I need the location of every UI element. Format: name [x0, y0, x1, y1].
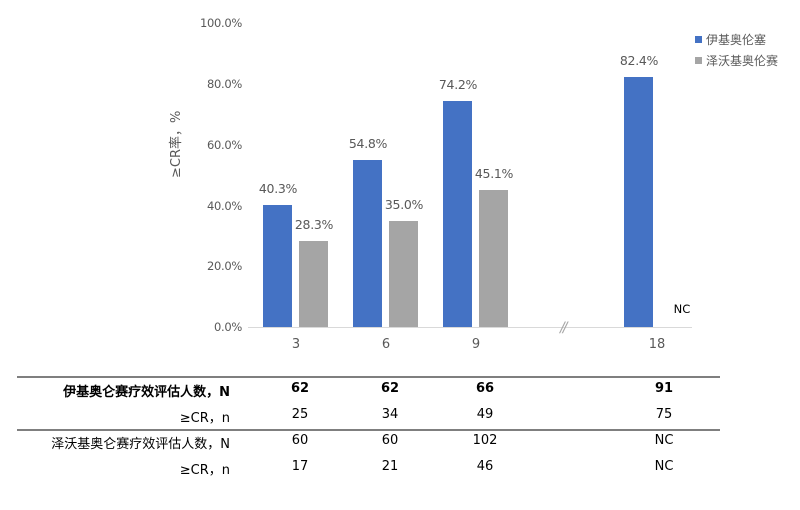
- table-top-rule: [17, 376, 720, 378]
- y-tick: 60.0%: [206, 138, 242, 152]
- cell: 102: [472, 433, 498, 448]
- y-tick: 40.0%: [206, 199, 242, 213]
- axis-break-mark: //: [560, 320, 568, 336]
- cell: 25: [291, 407, 309, 422]
- y-tick: 20.0%: [206, 259, 242, 273]
- nc-label: NC: [673, 302, 691, 316]
- legend-item-series2: 泽沃基奥伦赛: [695, 52, 778, 69]
- x-tick: 18: [648, 337, 666, 352]
- table-row: ≥CR，n 17 21 46 NC: [0, 459, 800, 481]
- cell: 60: [291, 433, 309, 448]
- cell: 34: [381, 407, 399, 422]
- data-label: 74.2%: [438, 77, 478, 92]
- row-label: ≥CR，n: [179, 411, 230, 426]
- table-row: ≥CR，n 25 34 49 75: [0, 407, 800, 429]
- bar-series1-18: [624, 77, 653, 327]
- cell: 60: [381, 433, 399, 448]
- table-mid-rule: [17, 429, 720, 431]
- row-label: ≥CR，n: [179, 463, 230, 478]
- x-axis-line: [248, 327, 692, 328]
- data-label: 40.3%: [258, 181, 298, 196]
- bar-series2-3: [299, 241, 328, 327]
- y-tick: 100.0%: [199, 16, 242, 30]
- data-label: 54.8%: [348, 136, 388, 151]
- bar-series1-3: [263, 205, 292, 327]
- cell: 75: [655, 407, 673, 422]
- row-label: 伊基奥仑赛疗效评估人数，N: [63, 385, 230, 400]
- y-tick: 80.0%: [206, 77, 242, 91]
- cell: 62: [290, 381, 310, 396]
- data-label: 45.1%: [474, 166, 514, 181]
- row-label: 泽沃基奥仑赛疗效评估人数，N: [51, 437, 230, 452]
- data-label: 28.3%: [294, 217, 334, 232]
- cell: 49: [476, 407, 494, 422]
- x-tick: 6: [381, 337, 391, 352]
- cell: 21: [381, 459, 399, 474]
- cell: 46: [476, 459, 494, 474]
- bar-series1-9: [443, 101, 472, 327]
- cell: 62: [380, 381, 400, 396]
- table-row: 泽沃基奥仑赛疗效评估人数，N 60 60 102 NC: [0, 433, 800, 455]
- cell: NC: [654, 433, 674, 448]
- cell: 17: [291, 459, 309, 474]
- data-label: 82.4%: [619, 53, 659, 68]
- legend-label: 泽沃基奥伦赛: [706, 54, 779, 68]
- y-axis: 100.0% 80.0% 60.0% 40.0% 20.0% 0.0%: [180, 0, 242, 340]
- cell: NC: [654, 459, 674, 474]
- legend-swatch: [695, 57, 702, 64]
- table-row: 伊基奥仑赛疗效评估人数，N 62 62 66 91: [0, 381, 800, 403]
- y-tick: 0.0%: [213, 320, 242, 334]
- cell: 91: [654, 381, 674, 396]
- bar-series2-9: [479, 190, 508, 327]
- legend-item-series1: 伊基奥伦塞: [695, 31, 766, 48]
- x-tick: 3: [291, 337, 301, 352]
- x-tick: 9: [471, 337, 481, 352]
- bar-series1-6: [353, 160, 382, 327]
- data-label: 35.0%: [384, 197, 424, 212]
- legend-swatch: [695, 36, 702, 43]
- legend-label: 伊基奥伦塞: [706, 33, 767, 47]
- cell: 66: [475, 381, 495, 396]
- bar-series2-6: [389, 221, 418, 327]
